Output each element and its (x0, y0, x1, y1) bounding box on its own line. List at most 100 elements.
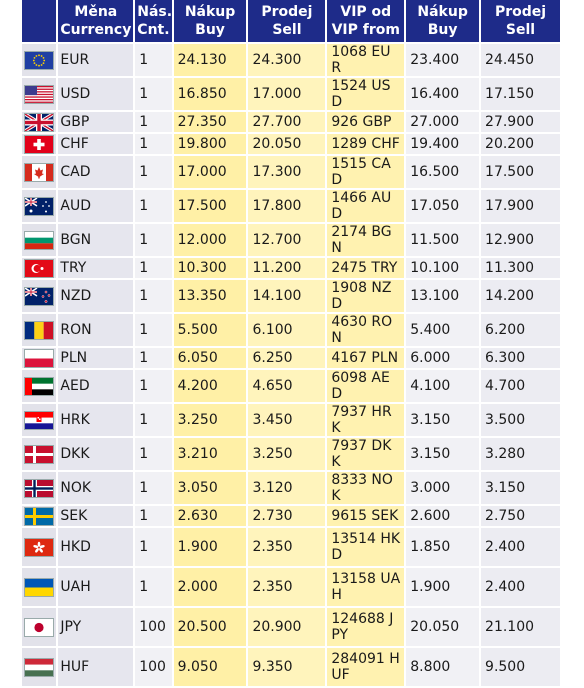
sell-rate-standard: 17.150 (481, 78, 560, 110)
buy-rate-standard: 16.400 (406, 78, 480, 110)
us-flag-icon (25, 85, 54, 103)
flag-cell (22, 190, 57, 222)
buy-rate-standard: 4.100 (406, 370, 480, 402)
buy-rate-standard: 8.800 (406, 648, 480, 686)
flag-cell (22, 506, 57, 526)
sell-rate: 3.250 (248, 438, 326, 470)
eu-flag-icon (25, 51, 54, 69)
unit-count: 100 (135, 608, 172, 646)
buy-rate: 1.900 (173, 528, 247, 566)
buy-rate-standard: 11.500 (406, 224, 480, 256)
vip-threshold: 124688 JPY (327, 608, 405, 646)
ua-flag-icon (25, 578, 54, 596)
bg-flag-icon (25, 231, 54, 249)
unit-count: 1 (135, 528, 172, 566)
buy-rate-standard: 27.000 (406, 112, 480, 132)
vip-threshold: 284091 HUF (327, 648, 405, 686)
currency-code: NOK (58, 472, 134, 504)
vip-threshold: 1289 CHF (327, 134, 405, 154)
buy-rate: 3.050 (173, 472, 247, 504)
currency-code: AUD (58, 190, 134, 222)
flag-cell (22, 134, 57, 154)
sell-rate-standard: 3.500 (481, 404, 560, 436)
table-row: EUR 1 24.130 24.300 1068 EUR 23.400 24.450 (22, 44, 560, 76)
currency-code: GBP (58, 112, 134, 132)
sell-rate: 4.650 (248, 370, 326, 402)
flag-cell (22, 44, 57, 76)
sell-rate: 3.120 (248, 472, 326, 504)
vip-threshold: 13514 HKD (327, 528, 405, 566)
header-sell: Prodej Sell (248, 0, 326, 42)
sell-rate: 20.900 (248, 608, 326, 646)
sell-rate-standard: 2.750 (481, 506, 560, 526)
sell-rate: 6.100 (248, 314, 326, 346)
table-row: CHF 1 19.800 20.050 1289 CHF 19.400 20.200 (22, 134, 560, 154)
header-vip-from: VIP od VIP from (327, 0, 405, 42)
sell-rate-standard: 9.500 (481, 648, 560, 686)
buy-rate-standard: 10.100 (406, 258, 480, 278)
unit-count: 1 (135, 44, 172, 76)
unit-count: 1 (135, 568, 172, 606)
table-row: HKD 1 1.900 2.350 13514 HKD 1.850 2.400 (22, 528, 560, 566)
buy-rate-standard: 3.150 (406, 438, 480, 470)
unit-count: 100 (135, 648, 172, 686)
sell-rate: 27.700 (248, 112, 326, 132)
table-row: TRY 1 10.300 11.200 2475 TRY 10.100 11.300 (22, 258, 560, 278)
buy-rate: 6.050 (173, 348, 247, 368)
buy-rate-standard: 16.500 (406, 156, 480, 188)
hu-flag-icon (25, 658, 54, 676)
unit-count: 1 (135, 224, 172, 256)
unit-count: 1 (135, 506, 172, 526)
sell-rate-standard: 2.400 (481, 568, 560, 606)
sell-rate-standard: 21.100 (481, 608, 560, 646)
sell-rate: 17.300 (248, 156, 326, 188)
flag-cell (22, 648, 57, 686)
vip-threshold: 7937 HRK (327, 404, 405, 436)
sell-rate-standard: 17.900 (481, 190, 560, 222)
exchange-rate-table: Měna Currency Nás. Cnt. Nákup Buy Prodej Sel… (20, 0, 562, 688)
sell-rate: 11.200 (248, 258, 326, 278)
buy-rate-standard: 17.050 (406, 190, 480, 222)
buy-rate-standard: 6.000 (406, 348, 480, 368)
currency-code: UAH (58, 568, 134, 606)
currency-code: CAD (58, 156, 134, 188)
currency-code: PLN (58, 348, 134, 368)
header-buy: Nákup Buy (173, 0, 247, 42)
unit-count: 1 (135, 438, 172, 470)
vip-threshold: 2475 TRY (327, 258, 405, 278)
buy-rate-standard: 20.050 (406, 608, 480, 646)
buy-rate: 17.000 (173, 156, 247, 188)
currency-code: CHF (58, 134, 134, 154)
vip-threshold: 1515 CAD (327, 156, 405, 188)
sell-rate: 3.450 (248, 404, 326, 436)
flag-cell (22, 224, 57, 256)
currency-code: HUF (58, 648, 134, 686)
buy-rate: 16.850 (173, 78, 247, 110)
header-buy-2: Nákup Buy (406, 0, 480, 42)
currency-code: HKD (58, 528, 134, 566)
flag-cell (22, 112, 57, 132)
sell-rate: 2.350 (248, 568, 326, 606)
flag-cell (22, 156, 57, 188)
ch-flag-icon (25, 135, 54, 153)
buy-rate: 3.210 (173, 438, 247, 470)
table-row: GBP 1 27.350 27.700 926 GBP 27.000 27.900 (22, 112, 560, 132)
table-row: JPY 100 20.500 20.900 124688 JPY 20.050 21.100 (22, 608, 560, 646)
currency-code: RON (58, 314, 134, 346)
buy-rate: 2.000 (173, 568, 247, 606)
table-row: NOK 1 3.050 3.120 8333 NOK 3.000 3.150 (22, 472, 560, 504)
unit-count: 1 (135, 280, 172, 312)
flag-cell (22, 472, 57, 504)
unit-count: 1 (135, 156, 172, 188)
exchange-rate-table-container: Měna Currency Nás. Cnt. Nákup Buy Prodej Sel… (20, 0, 562, 688)
buy-rate-standard: 1.900 (406, 568, 480, 606)
table-row: RON 1 5.500 6.100 4630 RON 5.400 6.200 (22, 314, 560, 346)
buy-rate: 12.000 (173, 224, 247, 256)
sell-rate-standard: 27.900 (481, 112, 560, 132)
sell-rate: 17.800 (248, 190, 326, 222)
sell-rate: 2.350 (248, 528, 326, 566)
vip-threshold: 1068 EUR (327, 44, 405, 76)
header-flag (22, 0, 57, 42)
buy-rate-standard: 23.400 (406, 44, 480, 76)
buy-rate: 17.500 (173, 190, 247, 222)
